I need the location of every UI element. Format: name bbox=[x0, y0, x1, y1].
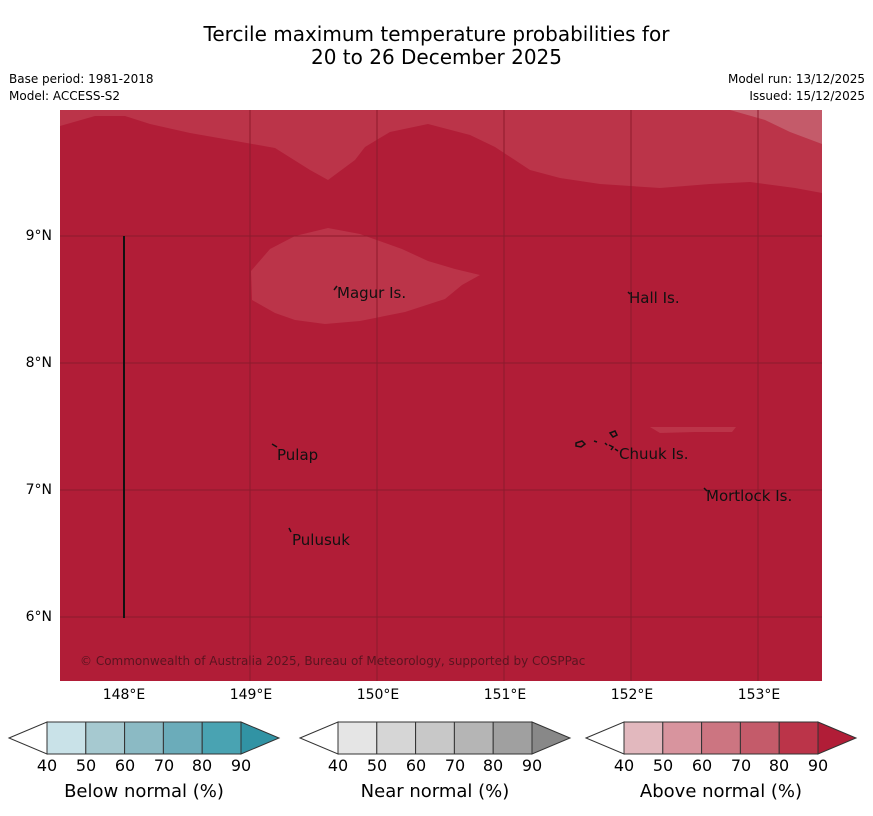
top-light-region bbox=[60, 110, 822, 193]
lon-label-152e: 152°E bbox=[610, 687, 654, 703]
lat-label-7n: 7°N bbox=[25, 482, 52, 498]
above-tick-90: 90 bbox=[807, 756, 829, 775]
above-tick-70: 70 bbox=[730, 756, 752, 775]
above-tick-60: 60 bbox=[691, 756, 713, 775]
lat-label-8n: 8°N bbox=[25, 355, 52, 371]
near-tick-90: 90 bbox=[521, 756, 543, 775]
colorbar-below-normal bbox=[7, 721, 281, 755]
gridlines bbox=[60, 110, 822, 681]
lon-label-148e: 148°E bbox=[102, 687, 146, 703]
lat-label-9n: 9°N bbox=[25, 228, 52, 244]
model-run-label: Model run: 13/12/2025 bbox=[727, 72, 865, 86]
copyright-notice: © Commonwealth of Australia 2025, Bureau… bbox=[80, 654, 586, 668]
above-tick-50: 50 bbox=[652, 756, 674, 775]
colorbar-near-label: Near normal (%) bbox=[360, 781, 510, 802]
model-label: Model: ACCESS-S2 bbox=[9, 89, 121, 103]
above-tick-40: 40 bbox=[613, 756, 635, 775]
top-right-light-region bbox=[730, 110, 822, 144]
magur-island bbox=[333, 285, 338, 291]
place-label-pulusuk: Pulusuk bbox=[292, 531, 350, 549]
near-tick-50: 50 bbox=[366, 756, 388, 775]
below-tick-50: 50 bbox=[75, 756, 97, 775]
below-segment bbox=[162, 721, 203, 755]
mortlock-island bbox=[703, 487, 708, 492]
below-low-extend bbox=[7, 721, 48, 755]
below-tick-90: 90 bbox=[230, 756, 252, 775]
place-label-chuuk: Chuuk Is. bbox=[619, 445, 689, 463]
below-segment bbox=[46, 721, 87, 755]
lon-label-153e: 153°E bbox=[737, 687, 781, 703]
below-tick-60: 60 bbox=[114, 756, 136, 775]
below-segment bbox=[85, 721, 126, 755]
issued-label: Issued: 15/12/2025 bbox=[749, 89, 865, 103]
pulusuk-island bbox=[288, 527, 292, 533]
map-canvas bbox=[60, 110, 822, 681]
lon-label-151e: 151°E bbox=[483, 687, 527, 703]
pulap-island bbox=[271, 443, 278, 448]
below-tick-70: 70 bbox=[153, 756, 175, 775]
near-tick-80: 80 bbox=[482, 756, 504, 775]
hall-island bbox=[627, 291, 631, 295]
chuuk-islands bbox=[575, 430, 619, 452]
below-tick-80: 80 bbox=[191, 756, 213, 775]
lon-label-149e: 149°E bbox=[229, 687, 273, 703]
place-label-magur: Magur Is. bbox=[337, 284, 407, 302]
lon-label-150e: 150°E bbox=[356, 687, 400, 703]
below-segment bbox=[201, 721, 242, 755]
place-label-hall: Hall Is. bbox=[629, 289, 680, 307]
above-tick-80: 80 bbox=[768, 756, 790, 775]
island-marks bbox=[271, 285, 708, 533]
base-period-label: Base period: 1981-2018 bbox=[9, 72, 154, 86]
chart-title-line-2: 20 to 26 December 2025 bbox=[310, 45, 562, 69]
place-label-pulap: Pulap bbox=[277, 446, 319, 464]
lat-label-6n: 6°N bbox=[25, 609, 52, 625]
near-tick-70: 70 bbox=[444, 756, 466, 775]
place-label-mortlock: Mortlock Is. bbox=[706, 487, 793, 505]
below-tick-40: 40 bbox=[36, 756, 58, 775]
near-tick-40: 40 bbox=[327, 756, 349, 775]
colorbar-above-label: Above normal (%) bbox=[639, 781, 803, 802]
chuuk-light-sliver bbox=[650, 427, 736, 433]
below-high-extend bbox=[240, 721, 281, 755]
chart-title-line-1: Tercile maximum temperature probabilitie… bbox=[203, 22, 670, 46]
map-panel[interactable]: Magur Is. Hall Is. Pulap Chuuk Is. Mortl… bbox=[60, 110, 822, 681]
near-tick-60: 60 bbox=[405, 756, 427, 775]
magur-light-region bbox=[251, 228, 480, 324]
below-segment bbox=[124, 721, 164, 755]
colorbar-below-label: Below normal (%) bbox=[64, 781, 224, 802]
